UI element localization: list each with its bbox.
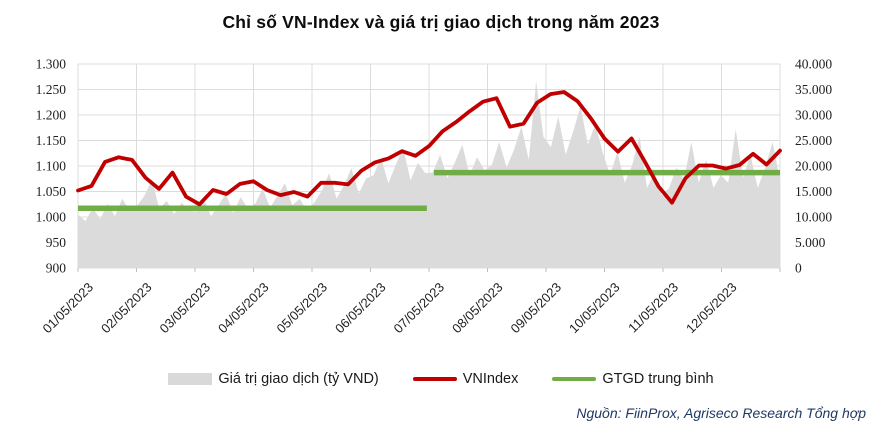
average-line-swatch — [552, 376, 597, 382]
svg-text:25.000: 25.000 — [795, 133, 832, 148]
svg-text:01/05/2023: 01/05/2023 — [39, 280, 96, 337]
gtgd-average-line — [78, 169, 780, 212]
svg-text:1.150: 1.150 — [36, 133, 67, 148]
svg-text:04/05/2023: 04/05/2023 — [215, 280, 272, 337]
svg-text:950: 950 — [46, 235, 67, 250]
legend-item-vnindex: VNIndex — [412, 371, 519, 387]
svg-text:10/05/2023: 10/05/2023 — [566, 280, 623, 337]
legend-item-volume: Giá trị giao dịch (tỷ VND) — [168, 371, 379, 387]
legend-item-average: GTGD trung bình — [552, 371, 714, 387]
left-axis-tick-labels: 1.300 1.250 1.200 1.150 1.100 1.050 1.000 950 90… — [36, 57, 67, 276]
svg-text:40.000: 40.000 — [795, 57, 832, 72]
svg-text:08/05/2023: 08/05/2023 — [449, 280, 506, 337]
svg-text:12/05/2023: 12/05/2023 — [683, 280, 740, 337]
x-axis-tick-labels: 01/05/2023 02/05/2023 03/05/2023 04/05/2023… — [39, 280, 739, 337]
svg-text:05/05/2023: 05/05/2023 — [273, 280, 330, 337]
svg-text:30.000: 30.000 — [795, 108, 832, 123]
chart-title: Chỉ số VN-Index và giá trị giao dịch tro… — [222, 12, 660, 32]
svg-text:10.000: 10.000 — [795, 210, 832, 225]
source-note: Nguồn: FiinProx, Agriseco Research Tổng … — [576, 405, 866, 421]
svg-text:1.300: 1.300 — [36, 57, 67, 72]
svg-text:15.000: 15.000 — [795, 184, 832, 199]
legend-label-volume: Giá trị giao dịch (tỷ VND) — [218, 371, 379, 387]
svg-text:09/05/2023: 09/05/2023 — [507, 280, 564, 337]
vnindex-line-swatch — [412, 376, 457, 382]
svg-text:02/05/2023: 02/05/2023 — [98, 280, 155, 337]
svg-text:20.000: 20.000 — [795, 159, 832, 174]
svg-text:35.000: 35.000 — [795, 82, 832, 97]
x-axis-ticks — [77, 268, 781, 272]
svg-text:07/05/2023: 07/05/2023 — [390, 280, 447, 337]
svg-text:1.200: 1.200 — [36, 108, 67, 123]
svg-text:11/05/2023: 11/05/2023 — [625, 280, 681, 336]
right-axis-tick-labels: 40.000 35.000 30.000 25.000 20.000 15.000 10.0… — [795, 57, 832, 276]
legend-label-vnindex: VNIndex — [462, 371, 519, 387]
volume-area-swatch — [168, 373, 213, 385]
svg-text:1.100: 1.100 — [36, 159, 67, 174]
svg-text:0: 0 — [795, 261, 802, 276]
vnindex-line-series — [76, 90, 782, 207]
svg-text:900: 900 — [46, 261, 67, 276]
legend: Giá trị giao dịch (tỷ VND) VNIndex GTGD … — [0, 371, 882, 387]
svg-text:1.250: 1.250 — [36, 82, 67, 97]
svg-text:1.000: 1.000 — [36, 210, 67, 225]
legend-label-average: GTGD trung bình — [602, 371, 714, 387]
chart-canvas: 1.300 1.250 1.200 1.150 1.100 1.050 1.000 950 90… — [36, 57, 833, 337]
svg-text:03/05/2023: 03/05/2023 — [156, 280, 213, 337]
volume-area-series — [78, 81, 780, 268]
svg-text:5.000: 5.000 — [795, 235, 826, 250]
svg-text:1.050: 1.050 — [36, 184, 67, 199]
svg-text:06/05/2023: 06/05/2023 — [332, 280, 389, 337]
